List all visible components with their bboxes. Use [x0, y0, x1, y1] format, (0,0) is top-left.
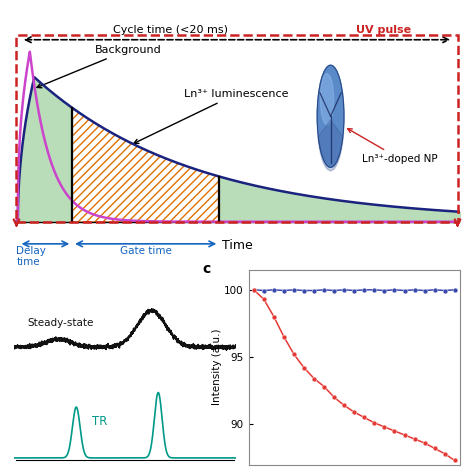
- Text: Time: Time: [222, 239, 252, 252]
- Text: Steady-state: Steady-state: [27, 318, 94, 328]
- Text: c: c: [202, 262, 210, 276]
- Text: Background: Background: [37, 45, 161, 88]
- Text: Ln³⁺-doped NP: Ln³⁺-doped NP: [348, 128, 438, 164]
- Circle shape: [317, 65, 344, 167]
- Text: Ln³⁺ luminescence: Ln³⁺ luminescence: [134, 89, 288, 144]
- Text: UV pulse: UV pulse: [356, 25, 411, 35]
- Text: TR: TR: [92, 415, 107, 428]
- Text: Gate time: Gate time: [120, 246, 172, 255]
- Text: Cycle time (<20 ms): Cycle time (<20 ms): [113, 25, 228, 35]
- Bar: [17, 35, 457, 222]
- Text: Delay
time: Delay time: [17, 246, 46, 267]
- Wedge shape: [318, 119, 343, 171]
- Y-axis label: Intensity (a.u.): Intensity (a.u.): [211, 329, 221, 405]
- Circle shape: [320, 74, 334, 125]
